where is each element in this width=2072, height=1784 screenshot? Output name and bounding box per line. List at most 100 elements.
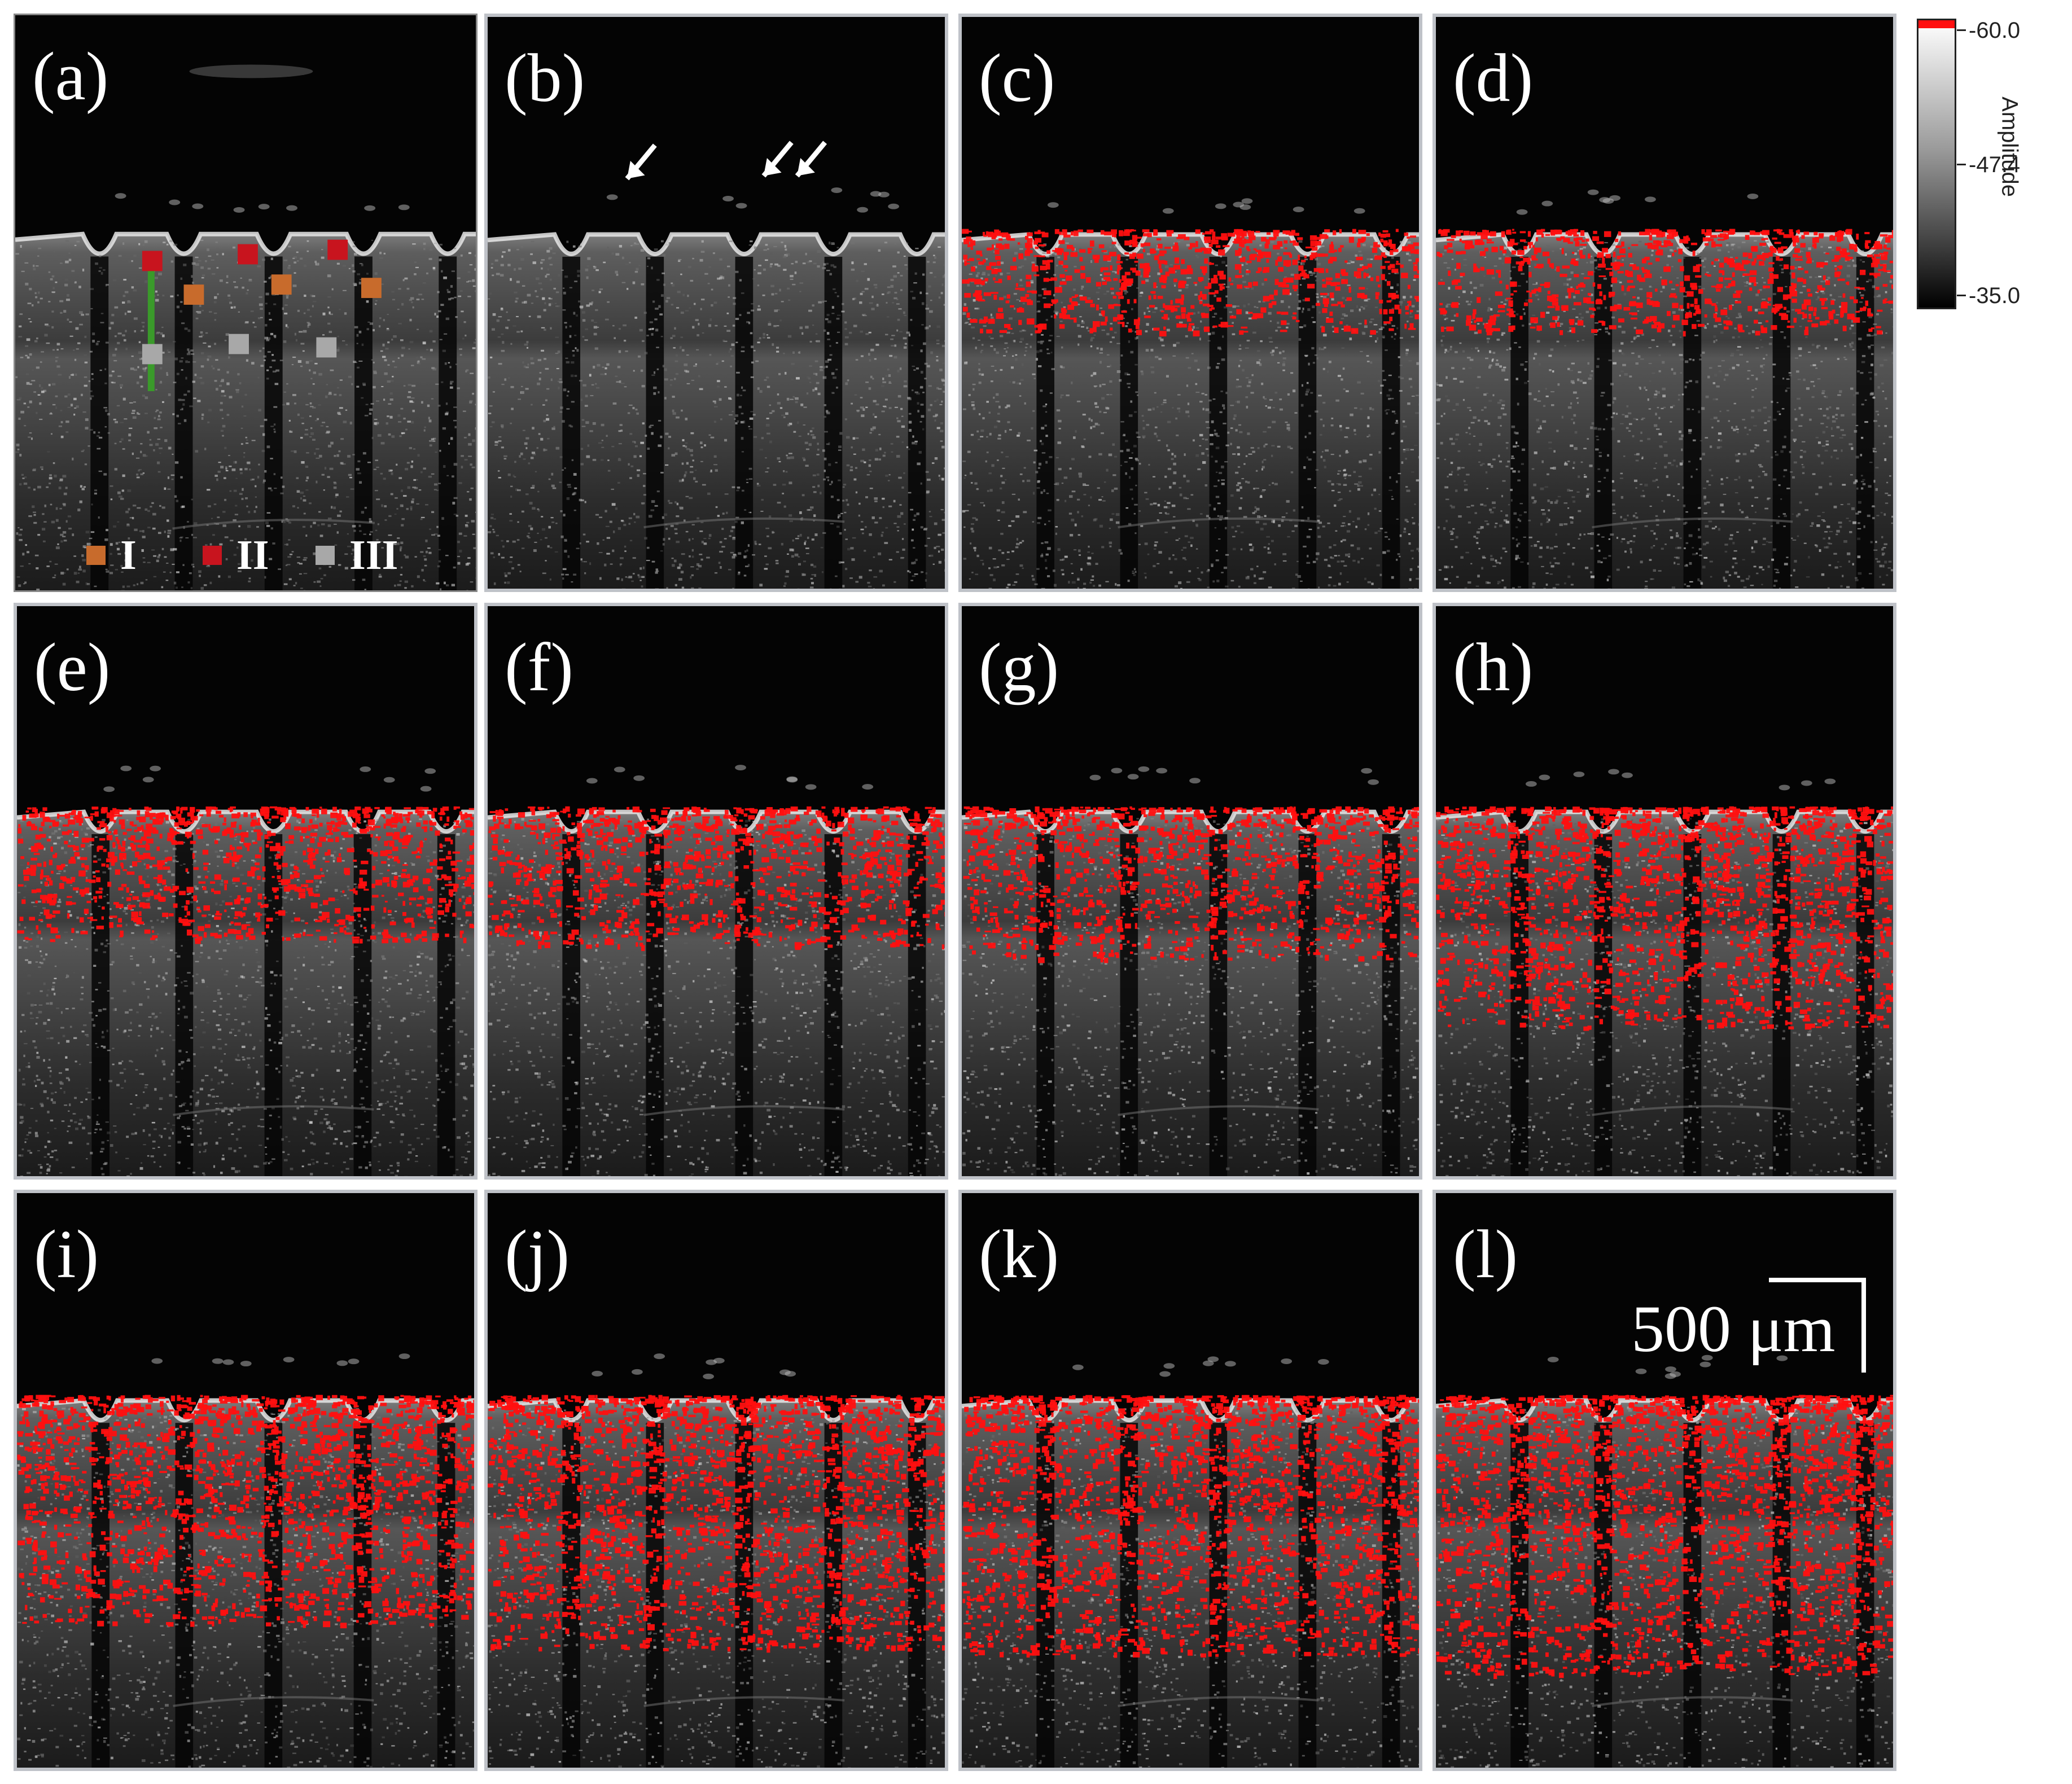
colorbar-tick-label-mid: -47.4 bbox=[1969, 154, 2020, 176]
panel-f: (f) bbox=[484, 603, 948, 1180]
lower-arc bbox=[643, 1696, 845, 1707]
marker-ii bbox=[142, 251, 163, 271]
oct-image-i bbox=[17, 1193, 474, 1768]
surface-droplet bbox=[703, 1373, 714, 1379]
shadow-column bbox=[175, 834, 194, 1176]
colorbar-tick-bottom bbox=[1957, 295, 1966, 296]
surface-droplet bbox=[1127, 774, 1139, 780]
shadow-column bbox=[908, 834, 926, 1176]
surface-droplet bbox=[722, 195, 734, 201]
surface-droplet bbox=[1162, 208, 1174, 214]
depth-line bbox=[147, 268, 155, 392]
arrow-head bbox=[627, 160, 645, 179]
panel-c: (c) bbox=[958, 14, 1422, 592]
surface-droplet bbox=[1608, 769, 1619, 775]
panel-label-j: (j) bbox=[505, 1220, 570, 1289]
surface-droplet bbox=[1665, 1366, 1676, 1373]
legend-swatch-i bbox=[86, 546, 106, 565]
surface-droplet bbox=[1801, 780, 1812, 786]
lower-arc bbox=[1592, 1696, 1793, 1707]
surface-droplet bbox=[1526, 781, 1537, 787]
shadow-column bbox=[824, 834, 843, 1176]
surface-droplet bbox=[1353, 208, 1365, 214]
scale-bar-horizontal bbox=[1769, 1278, 1866, 1282]
marker-iii bbox=[142, 344, 163, 365]
surface-droplet bbox=[383, 777, 395, 783]
surface-droplet bbox=[1516, 209, 1528, 215]
surface-droplet bbox=[283, 1357, 295, 1363]
oct-image-j bbox=[488, 1193, 945, 1768]
panel-a: (a) I II III bbox=[14, 14, 478, 592]
scale-bar-vertical bbox=[1861, 1278, 1866, 1373]
surface-droplet bbox=[592, 1370, 603, 1377]
panel-label-f: (f) bbox=[505, 633, 573, 702]
legend-item-ii: II bbox=[203, 534, 269, 576]
legend-item-iii: III bbox=[316, 534, 398, 576]
panel-j: (j) bbox=[484, 1190, 948, 1771]
surface-droplet bbox=[614, 766, 625, 773]
surface-droplet bbox=[1207, 1356, 1219, 1362]
colorbar-tick-mid bbox=[1957, 164, 1966, 165]
panel-i: (i) bbox=[14, 1190, 478, 1771]
legend-label-iii: III bbox=[349, 534, 398, 576]
surface-droplet bbox=[240, 1361, 252, 1367]
oct-image-k bbox=[962, 1193, 1419, 1768]
surface-droplet bbox=[364, 205, 376, 211]
panel-g: (g) bbox=[958, 603, 1422, 1180]
surface-droplet bbox=[212, 1358, 224, 1364]
panel-h: (h) bbox=[1433, 603, 1896, 1180]
surface-droplet bbox=[735, 203, 747, 209]
marker-i bbox=[271, 274, 292, 295]
surface-droplet bbox=[1241, 198, 1253, 204]
surface-line bbox=[488, 232, 945, 256]
shadow-column bbox=[1510, 834, 1528, 1176]
oct-image-a bbox=[15, 15, 476, 590]
top-artifact bbox=[189, 64, 313, 78]
legend-label-i: I bbox=[120, 534, 137, 576]
surface-droplet bbox=[120, 765, 132, 772]
arrow-head bbox=[797, 158, 815, 176]
panel-b: (b) bbox=[484, 14, 948, 592]
surface-line bbox=[1436, 232, 1893, 256]
surface-droplet bbox=[1776, 1355, 1788, 1361]
surface-droplet bbox=[1635, 1368, 1647, 1374]
surface-droplet bbox=[633, 775, 645, 781]
shadow-column bbox=[174, 256, 193, 590]
surface-droplet bbox=[420, 786, 432, 792]
shadow-column bbox=[735, 834, 754, 1176]
surface-droplet bbox=[286, 205, 297, 211]
surface-droplet bbox=[150, 765, 161, 772]
marker-ii bbox=[327, 239, 348, 260]
surface-droplet bbox=[870, 191, 882, 197]
surface-droplet bbox=[1317, 1359, 1329, 1365]
surface-droplet bbox=[1281, 1358, 1293, 1364]
surface-droplet bbox=[1701, 1355, 1713, 1361]
shadow-column bbox=[1298, 256, 1317, 589]
surface-droplet bbox=[862, 784, 874, 790]
panel-label-h: (h) bbox=[1453, 633, 1533, 702]
scale-bar-label: 500 μm bbox=[1631, 1296, 1836, 1362]
panel-k: (k) bbox=[958, 1190, 1422, 1771]
surface-droplet bbox=[1778, 784, 1790, 791]
colorbar-title: Amplitude bbox=[1997, 97, 2022, 197]
red-overlay bbox=[1436, 229, 1893, 337]
surface-droplet bbox=[831, 187, 843, 193]
red-overlay bbox=[962, 1395, 1419, 1660]
legend-item-i: I bbox=[86, 534, 137, 576]
surface-droplet bbox=[654, 1353, 665, 1360]
surface-droplet bbox=[233, 207, 245, 213]
shadow-column bbox=[562, 256, 580, 589]
surface-droplet bbox=[115, 193, 126, 199]
lower-arc bbox=[643, 517, 845, 529]
surface-droplet bbox=[1156, 768, 1167, 774]
surface-droplet bbox=[1225, 1361, 1236, 1367]
surface-droplet bbox=[1293, 207, 1304, 213]
legend-label-ii: II bbox=[236, 534, 269, 576]
surface-droplet bbox=[258, 204, 270, 210]
colorbar-tick-top bbox=[1957, 29, 1966, 31]
surface-droplet bbox=[424, 768, 436, 774]
surface-droplet bbox=[606, 194, 618, 200]
lower-arc bbox=[1118, 517, 1319, 529]
surface-droplet bbox=[348, 1358, 360, 1365]
surface-droplet bbox=[1138, 766, 1150, 772]
